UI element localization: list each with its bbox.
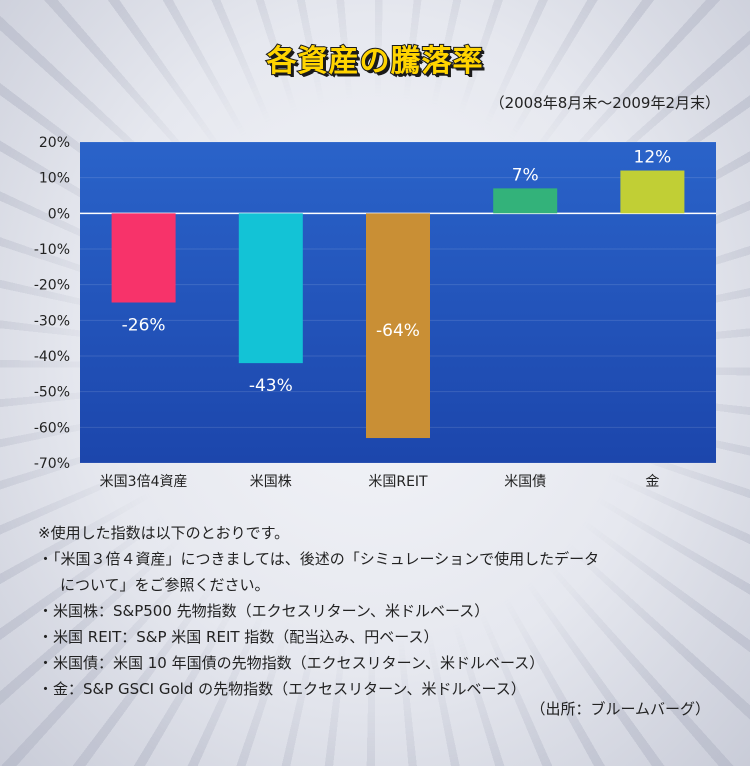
bar (493, 188, 558, 214)
note-line: ・金：S&P GSCI Gold の先物指数（エクセスリターン、米ドルベース） (38, 680, 526, 698)
bar (620, 170, 685, 214)
note-line: ・米国 REIT：S&P 米国 REIT 指数（配当込み、円ベース） (38, 628, 439, 646)
bar (111, 213, 176, 303)
y-tick-label: -30% (34, 313, 70, 329)
data-label: -64% (376, 321, 420, 341)
data-label: 12% (634, 148, 672, 168)
note-line: ・米国株：S&P500 先物指数（エクセスリターン、米ドルベース） (38, 602, 490, 620)
data-label: 7% (512, 165, 539, 185)
bar (238, 213, 303, 364)
category-label: 金 (645, 474, 659, 490)
data-label: -43% (249, 376, 293, 396)
y-tick-label: 20% (39, 135, 70, 151)
data-label: -26% (122, 316, 166, 336)
bar-chart: 20% 10% 0% -10% -20% -30% -40% -50% -60% -70% 米国3… (34, 135, 716, 490)
y-tick-label: 0% (48, 206, 70, 222)
y-tick-label: 10% (39, 171, 70, 187)
category-label: 米国REIT (368, 474, 428, 490)
notes: ※使用した指数は以下のとおりです。 ・「米国３倍４資産」につきましては、後述の「… (38, 520, 728, 702)
y-tick-label: -40% (34, 349, 70, 365)
note-line: ※使用した指数は以下のとおりです。 (38, 524, 290, 542)
y-tick-label: -50% (34, 385, 70, 401)
y-tick-label: -20% (34, 278, 70, 294)
period-label: （2008年8月末〜2009年2月末） (489, 94, 720, 112)
chart-title: 各資産の騰落率 (266, 43, 484, 80)
note-line: ・米国債：米国 10 年国債の先物指数（エクセスリターン、米ドルベース） (38, 654, 545, 672)
note-line: について」をご参照ください。 (60, 576, 270, 594)
y-tick-label: -10% (34, 242, 70, 258)
bar (366, 213, 430, 439)
note-line: ・「米国３倍４資産」につきましては、後述の「シミュレーションで使用したデータ (38, 550, 600, 568)
category-label: 米国株 (250, 474, 292, 490)
y-tick-label: -60% (34, 420, 70, 436)
category-label: 米国債 (504, 474, 546, 490)
y-tick-label: -70% (34, 456, 70, 472)
source-label: （出所：ブルームバーグ） (530, 700, 710, 718)
category-label: 米国3倍4資産 (100, 474, 188, 490)
